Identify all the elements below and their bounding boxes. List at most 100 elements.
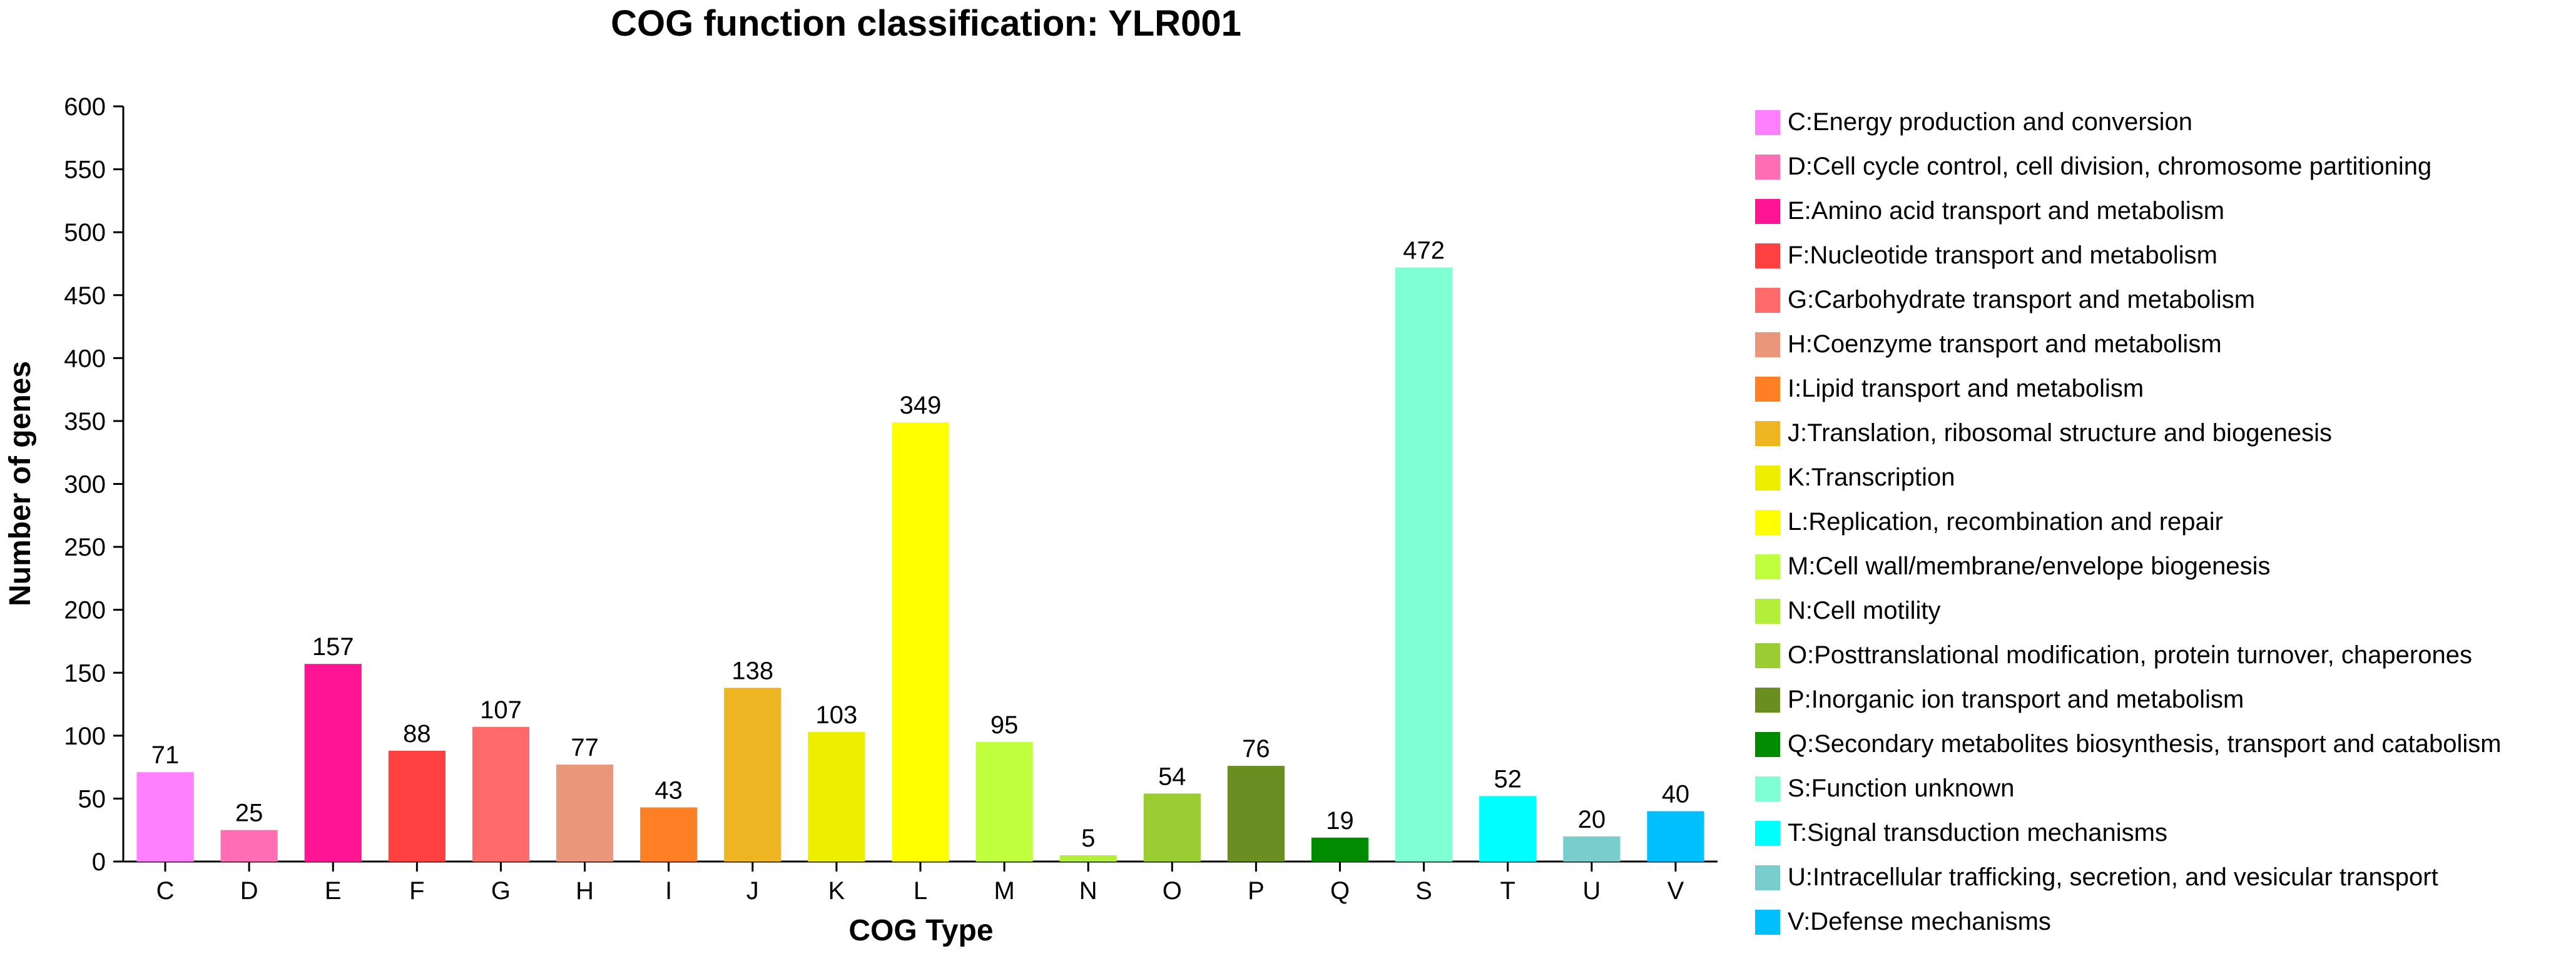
y-tick-label: 0	[92, 848, 106, 876]
y-tick-label: 400	[64, 345, 106, 372]
legend-label: L:Replication, recombination and repair	[1788, 508, 2223, 536]
bar-value-label: 95	[990, 711, 1019, 739]
x-tick-label: L	[914, 877, 927, 905]
bar-K	[808, 731, 865, 862]
legend-label: T:Signal transduction mechanisms	[1788, 819, 2167, 847]
bar-H	[556, 765, 614, 862]
legend-swatch	[1755, 554, 1780, 579]
y-tick-label: 200	[64, 597, 106, 624]
bar-value-label: 88	[403, 720, 431, 748]
legend-item: T:Signal transduction mechanisms	[1755, 811, 2502, 855]
legend-swatch	[1755, 820, 1780, 846]
bar-value-label: 20	[1578, 806, 1606, 833]
y-tick-label: 50	[78, 785, 106, 813]
bar-F	[388, 750, 445, 862]
legend-label: J:Translation, ribosomal structure and b…	[1788, 419, 2333, 447]
y-axis-label: Number of genes	[4, 361, 37, 606]
legend-swatch	[1755, 332, 1780, 357]
legend-label: K:Transcription	[1788, 464, 1955, 491]
legend-label: V:Defense mechanisms	[1788, 908, 2051, 935]
bar-U	[1563, 836, 1621, 862]
y-tick-label: 300	[64, 471, 106, 499]
legend-item: U:Intracellular trafficking, secretion, …	[1755, 855, 2502, 900]
data-labels: 71 25 157 88 107 77 43 138 103 349 95 5 54 76 19 472 52 2…	[151, 236, 1689, 852]
legend-item: O:Posttranslational modification, protei…	[1755, 633, 2502, 678]
bar-D	[220, 830, 278, 862]
bar-value-label: 25	[235, 800, 263, 827]
legend-swatch	[1755, 909, 1780, 935]
legend-swatch	[1755, 731, 1780, 757]
legend-item: M:Cell wall/membrane/envelope biogenesis	[1755, 544, 2502, 589]
legend-swatch	[1755, 376, 1780, 402]
legend-item: L:Replication, recombination and repair	[1755, 500, 2502, 544]
bar-S	[1395, 267, 1453, 862]
bar-value-label: 138	[731, 657, 773, 684]
legend-item: D:Cell cycle control, cell division, chr…	[1755, 145, 2502, 189]
y-tick-label: 100	[64, 723, 106, 750]
legend-label: O:Posttranslational modification, protei…	[1788, 641, 2472, 669]
y-tick-label: 450	[64, 282, 106, 310]
legend-item: P:Inorganic ion transport and metabolism	[1755, 678, 2502, 722]
x-tick-label: H	[576, 877, 594, 905]
y-tick-label: 150	[64, 659, 106, 687]
legend-label: N:Cell motility	[1788, 597, 1941, 624]
bar-M	[975, 741, 1033, 862]
legend-item: F:Nucleotide transport and metabolism	[1755, 233, 2502, 278]
legend-swatch	[1755, 287, 1780, 313]
x-tick-label: D	[240, 877, 258, 905]
bar-P	[1227, 766, 1285, 862]
legend-item: E:Amino acid transport and metabolism	[1755, 189, 2502, 233]
bar-L	[892, 422, 949, 862]
bar-value-label: 40	[1662, 781, 1690, 808]
bar-value-label: 71	[151, 741, 180, 769]
legend-label: C:Energy production and conversion	[1788, 108, 2193, 136]
legend-item: K:Transcription	[1755, 455, 2502, 500]
bar-value-label: 54	[1158, 763, 1186, 790]
legend-swatch	[1755, 109, 1780, 135]
bar-value-label: 5	[1081, 825, 1095, 852]
legend-label: D:Cell cycle control, cell division, chr…	[1788, 153, 2432, 180]
legend-item: Q:Secondary metabolites biosynthesis, tr…	[1755, 722, 2502, 766]
legend-swatch	[1755, 243, 1780, 268]
bar-value-label: 76	[1242, 735, 1270, 763]
bar-N	[1059, 855, 1117, 862]
bar-value-label: 103	[816, 701, 858, 729]
legend-label: E:Amino acid transport and metabolism	[1788, 197, 2225, 225]
bar-J	[724, 688, 781, 862]
x-tick-label: F	[409, 877, 424, 905]
legend-item: N:Cell motility	[1755, 589, 2502, 633]
bar-value-label: 157	[312, 633, 354, 661]
legend-label: U:Intracellular trafficking, secretion, …	[1788, 863, 2438, 891]
x-tick-label: G	[491, 877, 511, 905]
legend-swatch	[1755, 198, 1780, 224]
bar-I	[640, 807, 698, 862]
bar-value-label: 472	[1403, 236, 1445, 264]
legend-label: S:Function unknown	[1788, 775, 2015, 802]
x-tick-label: E	[325, 877, 342, 905]
x-tick-label: U	[1582, 877, 1601, 905]
legend-swatch	[1755, 598, 1780, 624]
bar-G	[472, 726, 530, 862]
legend-swatch	[1755, 420, 1780, 446]
x-tick-label: K	[828, 877, 845, 905]
x-tick-label: J	[746, 877, 759, 905]
x-tick-label: T	[1500, 877, 1515, 905]
legend-label: I:Lipid transport and metabolism	[1788, 375, 2144, 402]
bar-value-label: 77	[571, 734, 599, 761]
bar-value-label: 19	[1326, 807, 1354, 835]
x-axis-label: COG Type	[848, 914, 993, 947]
bars	[136, 267, 1704, 862]
legend-label: P:Inorganic ion transport and metabolism	[1788, 686, 2244, 713]
y-tick-label: 250	[64, 534, 106, 561]
x-tick-label: V	[1667, 877, 1684, 905]
x-tick-label: P	[1248, 877, 1265, 905]
bar-E	[304, 664, 362, 862]
x-tick-label: M	[994, 877, 1014, 905]
x-tick-label: O	[1163, 877, 1182, 905]
x-tick-label: N	[1079, 877, 1097, 905]
bar-value-label: 349	[900, 392, 942, 419]
legend-label: F:Nucleotide transport and metabolism	[1788, 242, 2217, 269]
y-axis: 0 50 100 150 200 250 300 350 400 450 500 550 600	[64, 93, 125, 876]
